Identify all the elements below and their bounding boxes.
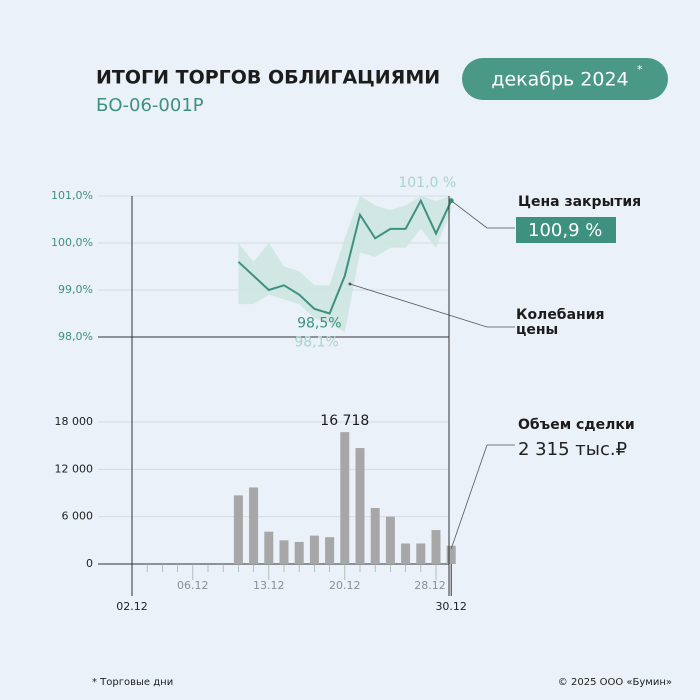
- volume-value-label: 2 315 тыс.₽: [518, 439, 627, 460]
- max-volume-label: 16 718: [320, 413, 369, 429]
- y-tick-label: 12 000: [55, 462, 94, 475]
- x-tick-label: 30.12: [435, 600, 467, 613]
- y-tick-label: 99,0%: [58, 283, 93, 296]
- callout-dot: [348, 282, 352, 286]
- bar: [355, 448, 365, 564]
- bar: [249, 487, 259, 564]
- bar: [294, 541, 304, 564]
- bar: [370, 507, 380, 564]
- min-close-label: 98,5%: [297, 316, 341, 332]
- bar: [431, 530, 441, 564]
- callout-line: [450, 444, 515, 549]
- footnote: * Торговые дни: [92, 677, 173, 688]
- band-legend-box: Колебания цены: [516, 308, 605, 338]
- badge: [462, 58, 668, 100]
- title: ИТОГИ ТОРГОВ ОБЛИГАЦИЯМИ: [96, 67, 440, 89]
- copyright: © 2025 ООО «Бумин»: [558, 677, 672, 688]
- y-tick-label: 6 000: [62, 510, 94, 523]
- bar: [264, 531, 274, 564]
- min-low-label: 98,1%: [294, 334, 338, 350]
- price-range-band: [238, 196, 452, 333]
- x-tick-label: 02.12: [116, 600, 148, 613]
- bar: [325, 537, 335, 564]
- x-tick-label: 06.12: [177, 579, 209, 592]
- callout-line: [349, 283, 515, 328]
- band-legend: Колебания цены: [516, 308, 605, 338]
- bar: [340, 432, 350, 564]
- y-tick-label: 101,0%: [51, 189, 93, 202]
- bar: [233, 495, 243, 564]
- y-tick-label: 98,0%: [58, 330, 93, 343]
- x-tick-label: 20.12: [329, 579, 361, 592]
- bar: [279, 540, 289, 564]
- close-value-label: 100,9 %: [528, 220, 602, 241]
- y-tick-label: 0: [86, 557, 93, 570]
- x-tick-label: 13.12: [253, 579, 285, 592]
- badge-text: декабрь 2024: [491, 69, 628, 91]
- close-label-box: [516, 217, 616, 243]
- bar: [446, 545, 456, 564]
- volume-legend: Объем сделки: [518, 417, 635, 433]
- close-legend: Цена закрытия: [518, 194, 641, 210]
- badge-asterisk: *: [637, 63, 643, 76]
- subtitle: БО-06-001Р: [96, 95, 204, 116]
- bar: [309, 535, 319, 564]
- max-high-label: 101,0 %: [398, 175, 456, 191]
- y-tick-label: 100,0%: [51, 236, 93, 249]
- x-tick-label: 28.12: [414, 579, 446, 592]
- close-price-line: [237, 198, 453, 315]
- y-tick-label: 18 000: [55, 415, 94, 428]
- bar: [385, 516, 395, 564]
- callout-line: [450, 200, 515, 229]
- bar: [416, 543, 426, 564]
- bar: [401, 543, 411, 564]
